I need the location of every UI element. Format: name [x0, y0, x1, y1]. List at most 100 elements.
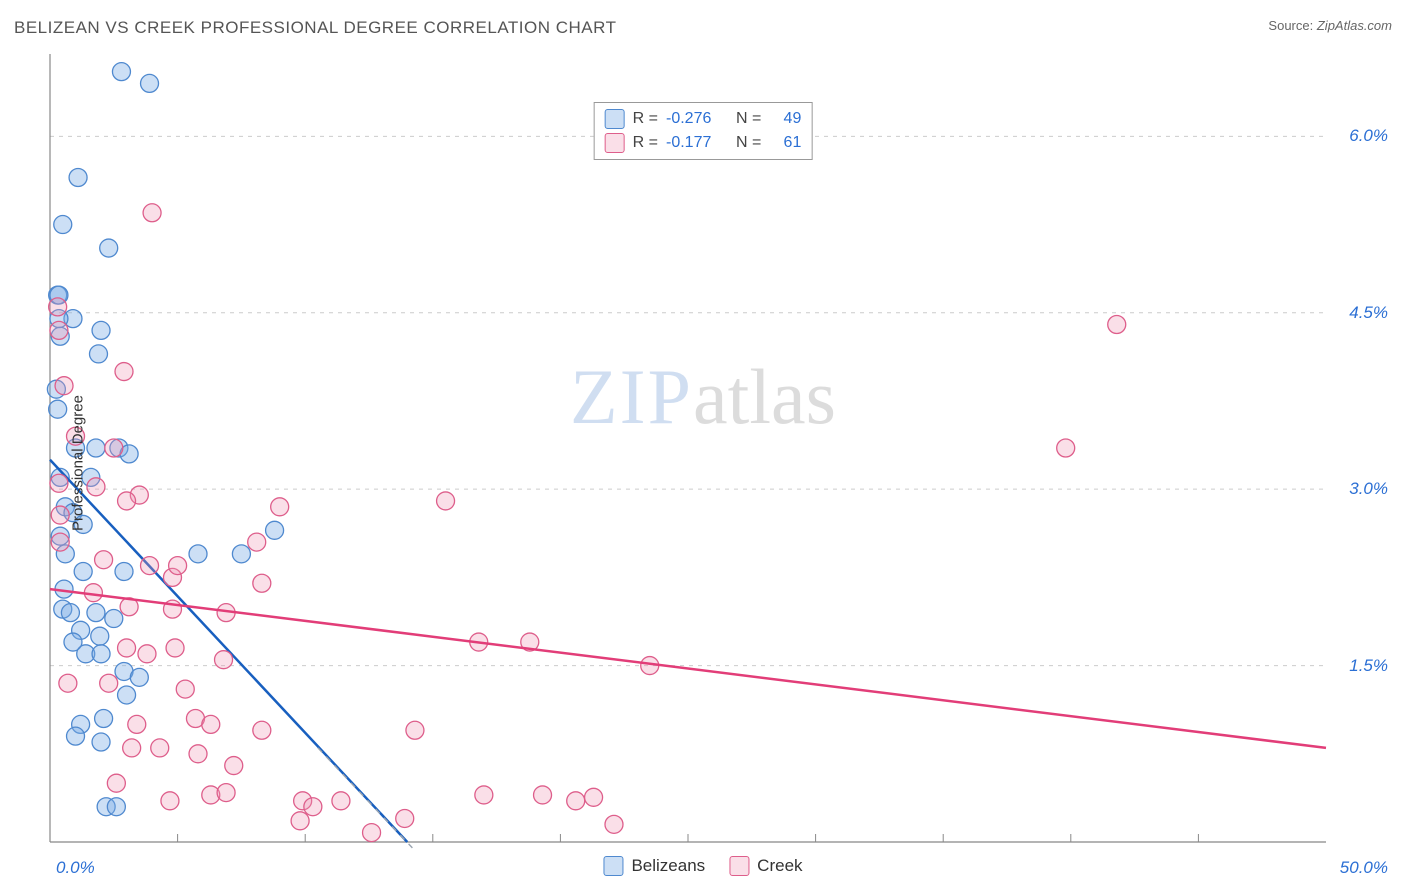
creek-point: [50, 474, 68, 492]
creek-point: [253, 574, 271, 592]
scatter-plot-svg: [14, 48, 1392, 878]
creek-point: [253, 721, 271, 739]
creek-point: [166, 639, 184, 657]
y-tick-label: 6.0%: [1349, 126, 1388, 146]
creek-point: [51, 506, 69, 524]
belizeans-point: [69, 168, 87, 186]
chart-title: BELIZEAN VS CREEK PROFESSIONAL DEGREE CO…: [14, 18, 616, 37]
belizeans-point: [61, 604, 79, 622]
belizeans-point: [130, 668, 148, 686]
creek-point: [118, 492, 136, 510]
belizeans-swatch-icon: [605, 109, 625, 129]
r-label: R =: [633, 107, 658, 131]
creek-point: [271, 498, 289, 516]
creek-point: [215, 651, 233, 669]
n-label: N =: [736, 131, 761, 155]
creek-point: [87, 478, 105, 496]
x-axis-min-label: 0.0%: [56, 858, 95, 878]
creek-point: [437, 492, 455, 510]
belizeans-point: [92, 733, 110, 751]
series-legend: Belizeans Creek: [603, 856, 802, 876]
belizeans-point: [91, 627, 109, 645]
creek-point: [217, 784, 235, 802]
legend-r-row-creek: R = -0.177 N = 61: [605, 131, 802, 155]
creek-point: [202, 715, 220, 733]
x-axis-max-label: 50.0%: [1340, 858, 1388, 878]
belizeans-point: [118, 686, 136, 704]
source-label: Source:: [1268, 18, 1313, 33]
belizeans-point: [189, 545, 207, 563]
creek-point: [534, 786, 552, 804]
creek-point: [143, 204, 161, 222]
belizeans-point: [107, 798, 125, 816]
creek-point: [128, 715, 146, 733]
legend-item-belizeans: Belizeans: [603, 856, 705, 876]
creek-point: [169, 557, 187, 575]
creek-n-value: 61: [769, 131, 801, 155]
creek-point: [95, 551, 113, 569]
creek-swatch-icon: [729, 856, 749, 876]
belizeans-point: [89, 345, 107, 363]
creek-trendline: [50, 589, 1326, 748]
creek-point: [475, 786, 493, 804]
belizeans-point: [95, 710, 113, 728]
creek-point: [115, 363, 133, 381]
legend-r-row-belizeans: R = -0.276 N = 49: [605, 107, 802, 131]
chart-area: Professional Degree ZIPatlas R =-0.276N …: [14, 48, 1392, 878]
source: Source: ZipAtlas.com: [1268, 18, 1392, 33]
creek-point: [605, 815, 623, 833]
legend-item-creek: Creek: [729, 856, 802, 876]
creek-point: [291, 812, 309, 830]
belizeans-point: [92, 645, 110, 663]
belizeans-point: [87, 604, 105, 622]
belizeans-point: [92, 321, 110, 339]
creek-point: [51, 533, 69, 551]
creek-point: [55, 377, 73, 395]
creek-legend-label: Creek: [757, 856, 802, 876]
creek-point: [225, 757, 243, 775]
creek-point: [396, 809, 414, 827]
creek-point: [123, 739, 141, 757]
creek-point: [189, 745, 207, 763]
creek-point: [406, 721, 424, 739]
creek-point: [105, 439, 123, 457]
creek-point: [176, 680, 194, 698]
belizeans-point: [87, 439, 105, 457]
creek-point: [49, 298, 67, 316]
creek-point: [151, 739, 169, 757]
belizeans-swatch-icon: [603, 856, 623, 876]
n-label: N =: [736, 107, 761, 131]
creek-point: [141, 557, 159, 575]
creek-point: [1057, 439, 1075, 457]
creek-point: [585, 788, 603, 806]
belizeans-point: [100, 239, 118, 257]
y-tick-label: 3.0%: [1349, 479, 1388, 499]
correlation-legend: R = -0.276 N = 49 R = -0.177 N = 61: [594, 102, 813, 160]
creek-point: [363, 824, 381, 842]
creek-point: [107, 774, 125, 792]
creek-swatch-icon: [605, 133, 625, 153]
belizeans-n-value: 49: [769, 107, 801, 131]
belizeans-legend-label: Belizeans: [631, 856, 705, 876]
belizeans-point: [232, 545, 250, 563]
belizeans-point: [115, 562, 133, 580]
creek-point: [59, 674, 77, 692]
creek-point: [1108, 316, 1126, 334]
creek-point: [100, 674, 118, 692]
belizeans-point: [54, 216, 72, 234]
r-label: R =: [633, 131, 658, 155]
belizeans-point: [105, 610, 123, 628]
creek-point: [567, 792, 585, 810]
y-tick-label: 1.5%: [1349, 656, 1388, 676]
belizeans-point: [266, 521, 284, 539]
source-value: ZipAtlas.com: [1317, 18, 1392, 33]
creek-point: [304, 798, 322, 816]
creek-point: [161, 792, 179, 810]
belizeans-point: [49, 400, 67, 418]
belizeans-point: [112, 63, 130, 81]
creek-point: [332, 792, 350, 810]
belizeans-r-value: -0.276: [666, 107, 728, 131]
belizeans-point: [74, 562, 92, 580]
creek-r-value: -0.177: [666, 131, 728, 155]
creek-point: [118, 639, 136, 657]
